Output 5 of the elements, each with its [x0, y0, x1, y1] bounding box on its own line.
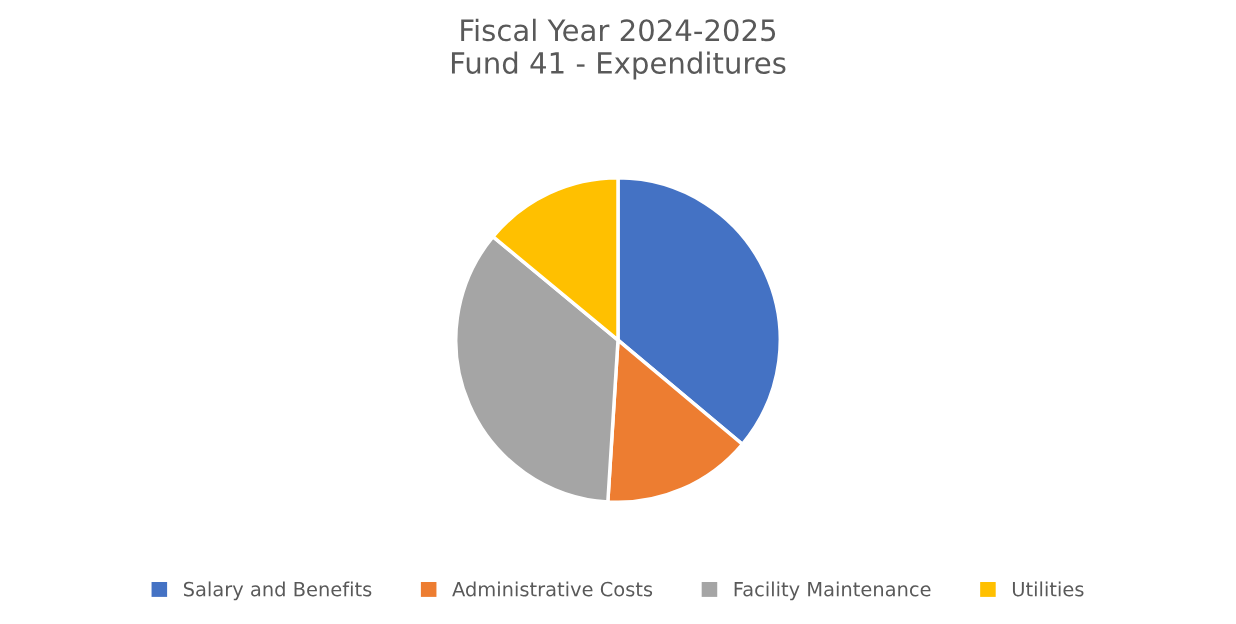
chart-title: Fiscal Year 2024-2025 Fund 41 - Expenditures: [451, 18, 786, 80]
legend-label: Salary and Benefits: [183, 581, 372, 601]
legend-label: Utilities: [1012, 581, 1084, 597]
legend-label: Facility Maintenance: [734, 581, 931, 601]
legend-label: Administrative Costs: [452, 581, 653, 597]
